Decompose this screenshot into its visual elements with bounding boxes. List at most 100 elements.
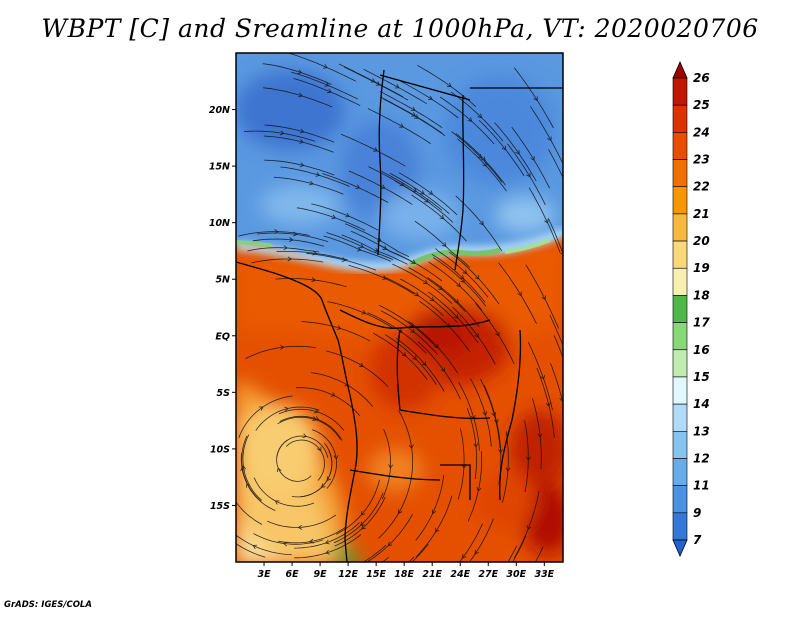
map-title: WBPT [C] and Sreamline at 1000hPa, VT: 2… — [41, 14, 759, 43]
streamline — [525, 264, 560, 329]
streamline — [279, 415, 343, 441]
streamline — [475, 303, 515, 365]
streamline — [236, 543, 266, 558]
y-tick-label: 20N — [209, 105, 230, 116]
colorbar-label: 14 — [693, 397, 710, 411]
streamline — [306, 252, 377, 271]
streamline-arrow — [565, 369, 569, 373]
streamline-arrow — [423, 279, 428, 285]
y-tick-label: 10S — [210, 444, 230, 455]
streamline-arrow — [547, 136, 552, 142]
streamline — [311, 372, 374, 407]
streamline-arrow — [473, 443, 479, 448]
streamline — [411, 194, 467, 242]
streamline-arrow — [431, 509, 437, 515]
colorbar-label: 20 — [693, 234, 710, 248]
streamline-arrow — [299, 139, 304, 144]
streamline — [470, 378, 492, 447]
streamline-arrow — [252, 544, 258, 550]
streamline — [338, 63, 404, 98]
streamline-arrow — [356, 246, 362, 252]
streamline — [252, 238, 325, 247]
streamline-arrow — [353, 564, 357, 568]
streamline — [419, 300, 471, 352]
streamline — [381, 428, 391, 500]
streamline — [311, 429, 338, 489]
streamline — [378, 475, 412, 539]
streamline — [238, 395, 293, 439]
streamline-arrow — [312, 250, 318, 256]
streamline — [275, 278, 347, 288]
colorbar-swatch — [672, 267, 688, 296]
streamline — [379, 244, 443, 282]
streamline — [466, 407, 478, 480]
colorbar-swatch — [672, 295, 688, 323]
streamline — [528, 187, 561, 253]
streamline — [348, 264, 415, 295]
x-tick-label: 33E — [534, 569, 554, 580]
colorbar-label: 21 — [693, 207, 710, 221]
colorbar-swatch — [672, 213, 688, 242]
streamline — [507, 143, 546, 206]
y-tick-label: EQ — [215, 331, 230, 342]
streamline — [396, 338, 445, 392]
streamline-arrow — [325, 549, 330, 555]
streamline — [494, 122, 537, 182]
streamline — [380, 96, 443, 134]
x-tick-label: 18E — [394, 569, 414, 580]
streamline — [243, 130, 316, 142]
streamline-arrow — [324, 539, 330, 545]
x-tick-label: 30E — [506, 569, 526, 580]
streamline-arrow — [309, 538, 314, 544]
streamline-arrow — [345, 212, 350, 218]
streamline-arrow — [530, 156, 535, 161]
streamline-arrow — [467, 117, 473, 122]
streamline-arrow — [474, 333, 479, 338]
streamline-arrow — [533, 96, 538, 102]
x-tick-label: 12E — [338, 569, 358, 580]
streamline-arrow — [462, 269, 468, 275]
streamline-arrow — [428, 95, 433, 100]
streamline — [296, 207, 366, 231]
streamline-arrow — [394, 84, 400, 89]
y-tick-label: 15S — [210, 501, 230, 512]
streamline-arrow — [324, 82, 330, 87]
streamline-arrow — [495, 331, 500, 337]
streamline — [263, 135, 334, 153]
streamline — [548, 149, 563, 179]
streamline — [384, 334, 437, 385]
streamline-arrow — [279, 344, 285, 350]
streamline-arrow — [284, 406, 289, 412]
streamline — [549, 314, 563, 347]
streamline — [439, 96, 495, 145]
streamline-arrow — [540, 375, 545, 380]
streamline-arrow — [429, 296, 435, 302]
streamline-arrow — [360, 510, 366, 516]
streamline — [511, 126, 550, 189]
boundaries — [236, 69, 563, 562]
streamline — [530, 106, 563, 165]
streamline-arrow — [412, 355, 417, 361]
x-tick-label: 9E — [314, 569, 328, 580]
streamline — [452, 306, 496, 365]
streamline-arrow — [274, 500, 280, 505]
colorbar-swatch — [672, 512, 688, 541]
streamline — [408, 267, 466, 312]
streamline — [449, 251, 500, 305]
streamline — [335, 479, 380, 535]
colorbar-label: 19 — [693, 261, 710, 275]
streamline-arrow — [380, 184, 386, 189]
colorbar-top-arrow — [672, 61, 688, 79]
streamline-arrow — [437, 285, 443, 291]
wbpt-field — [236, 53, 569, 568]
streamline-arrow — [456, 282, 461, 288]
streamline-arrow — [399, 123, 404, 128]
streamline-arrow — [410, 328, 416, 333]
streamline — [368, 166, 431, 204]
streamline-arrow — [388, 464, 394, 469]
streamline-arrow — [434, 343, 439, 349]
colorbar-label: 25 — [693, 98, 710, 112]
streamline — [428, 261, 483, 311]
x-tick-label: 3E — [257, 569, 271, 580]
